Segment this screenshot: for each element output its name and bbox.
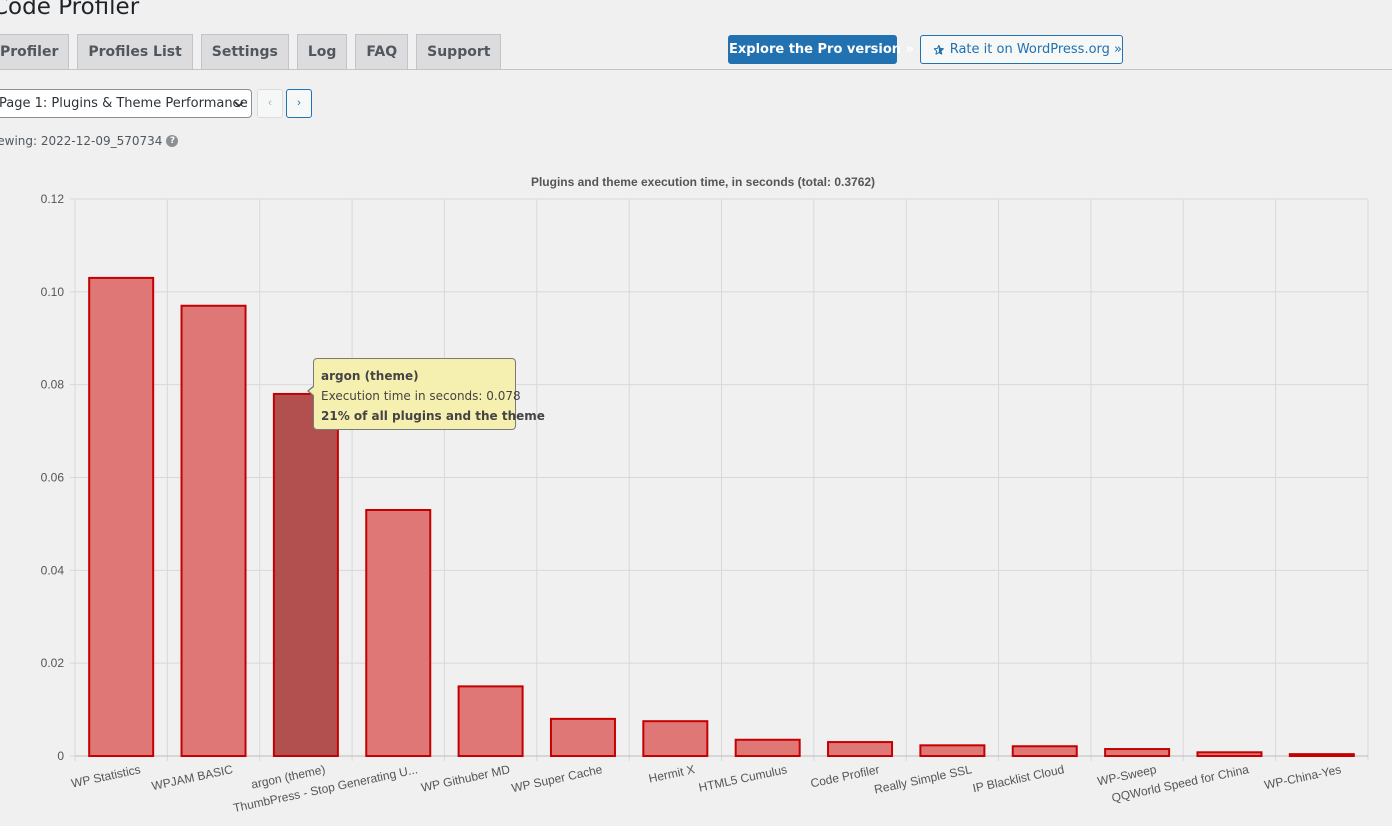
tooltip-share: 21% of all plugins and the theme	[321, 409, 545, 423]
x-tick-label: Hermit X	[647, 762, 696, 785]
prev-page-button[interactable]: ‹	[257, 89, 283, 118]
y-tick-label: 0.08	[41, 378, 65, 392]
tooltip-title: argon (theme)	[321, 369, 419, 383]
tab-profiler[interactable]: Profiler	[0, 34, 70, 70]
star-icon	[933, 44, 944, 55]
viewing-info: Viewing: 2022-12-09_570734 ?	[0, 134, 179, 148]
chart-bar[interactable]	[919, 744, 986, 757]
y-tick-label: 0.02	[41, 656, 65, 670]
y-tick-label: 0.12	[41, 192, 65, 206]
chart-bar[interactable]	[1196, 751, 1263, 758]
rate-wordpress-button[interactable]: Rate it on WordPress.org »	[920, 35, 1123, 64]
chart-bar[interactable]	[272, 392, 339, 757]
chart-tooltip: argon (theme) Execution time in seconds:…	[307, 358, 545, 430]
question-icon[interactable]: ?	[166, 135, 179, 147]
x-tick-label: Code Profiler	[809, 762, 880, 790]
report-select-value: Page 1: Plugins & Theme Performance	[0, 96, 248, 111]
tabs-divider	[0, 69, 1392, 70]
tooltip-arrow-fill	[309, 386, 315, 396]
y-tick-label: 0.06	[41, 471, 65, 485]
chart-bar[interactable]	[1011, 745, 1078, 758]
y-tick-label: 0.10	[41, 285, 65, 299]
chart-bar[interactable]	[1104, 748, 1171, 757]
chart-bar[interactable]	[642, 720, 709, 757]
chart-bar[interactable]	[1288, 753, 1355, 757]
chart-title: Plugins and theme execution time, in sec…	[531, 175, 875, 189]
y-tick-label: 0.04	[41, 563, 65, 577]
y-tick-label: 0	[57, 749, 64, 763]
chart-bar[interactable]	[734, 738, 801, 757]
chart-bar[interactable]	[365, 508, 432, 757]
tooltip-line: Execution time in seconds: 0.078	[321, 389, 521, 403]
x-tick-label: WPJAM BASIC	[150, 762, 234, 793]
x-tick-label: HTML5 Cumulus	[697, 762, 788, 794]
chart-bar[interactable]	[549, 717, 616, 757]
tab-log[interactable]: Log	[296, 34, 348, 70]
tab-settings[interactable]: Settings	[200, 34, 289, 70]
chart-bar[interactable]	[457, 685, 524, 757]
x-tick-label: Really Simple SSL	[873, 762, 973, 796]
x-tick-label: WP Statistics	[70, 762, 142, 790]
execution-time-chart: Plugins and theme execution time, in sec…	[41, 175, 1369, 815]
report-page-select[interactable]: Page 1: Plugins & Theme Performance	[0, 89, 252, 118]
x-tick-label: IP Blacklist Cloud	[971, 762, 1065, 795]
nav-tabs: Profiler Profiles List Settings Log FAQ …	[0, 34, 502, 70]
tab-faq[interactable]: FAQ	[355, 34, 409, 70]
tab-support[interactable]: Support	[416, 34, 502, 70]
chart-bar[interactable]	[88, 276, 155, 758]
tab-profiles-list[interactable]: Profiles List	[77, 34, 193, 70]
chevron-down-icon	[234, 101, 244, 108]
rate-button-label: Rate it on WordPress.org »	[949, 42, 1122, 57]
x-tick-label: WP-China-Yes	[1263, 762, 1342, 792]
viewing-label: Viewing: 2022-12-09_570734	[0, 134, 163, 148]
next-page-button[interactable]: ›	[286, 89, 312, 118]
chart-bar[interactable]	[180, 304, 247, 757]
explore-pro-button[interactable]: Explore the Pro version »	[728, 35, 914, 64]
x-tick-label: WP Githuber MD	[420, 762, 512, 795]
chart-bar[interactable]	[827, 741, 894, 758]
x-tick-label: WP Super Cache	[510, 762, 604, 795]
page-title: Code Profiler	[0, 0, 140, 20]
